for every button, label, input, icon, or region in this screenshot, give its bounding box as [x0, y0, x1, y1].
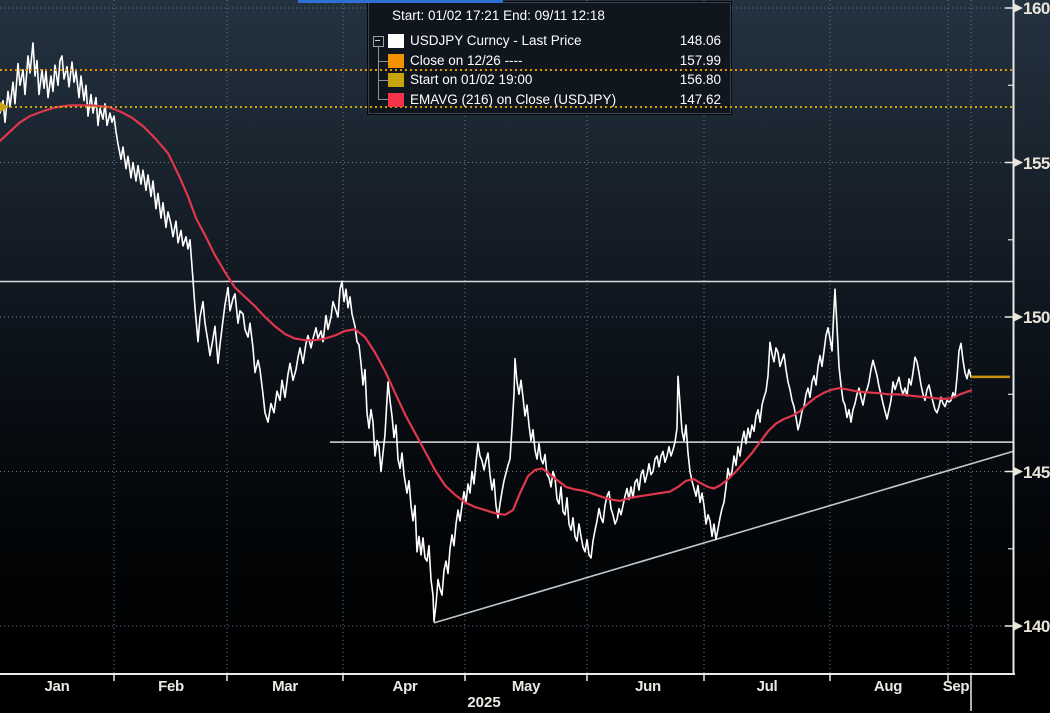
legend-tree-line [378, 46, 379, 99]
chart-legend: Start: 01/02 17:21 End: 09/11 12:18 USDJ… [368, 2, 729, 112]
emavg-series-swatch-icon[interactable] [388, 92, 404, 107]
legend-tree-stub [378, 80, 388, 81]
axis-footer-strip [0, 676, 1050, 713]
legend-value-close: 157.99 [679, 52, 721, 68]
legend-label-usdjpy[interactable]: USDJPY Curncy - Last Price [410, 33, 582, 48]
close-reference-dotted-line [0, 69, 1013, 71]
legend-label-emavg[interactable]: EMAVG (216) on Close (USDJPY) [410, 91, 617, 107]
window-top-edge-bar [298, 0, 503, 3]
legend-date-range: Start: 01/02 17:21 End: 09/11 12:18 [392, 8, 605, 23]
legend-value-usdjpy: 148.06 [679, 33, 721, 48]
legend-value-start: 156.80 [679, 72, 721, 87]
x-axis-year-label: 2025 [467, 694, 501, 711]
start-reference-dotted-line [0, 106, 1013, 108]
legend-panel-background [368, 2, 731, 114]
start-line-swatch-icon[interactable] [388, 73, 404, 87]
legend-value-emavg: 147.62 [679, 91, 721, 107]
legend-collapse-icon[interactable] [373, 36, 384, 47]
legend-tree-stub [378, 61, 388, 62]
legend-tree-stub [378, 99, 388, 100]
close-line-swatch-icon[interactable] [388, 53, 404, 68]
usdjpy-series-swatch-icon[interactable] [388, 34, 404, 48]
legend-label-close[interactable]: Close on 12/26 ---- [410, 52, 523, 68]
legend-label-start[interactable]: Start on 01/02 19:00 [410, 72, 533, 87]
